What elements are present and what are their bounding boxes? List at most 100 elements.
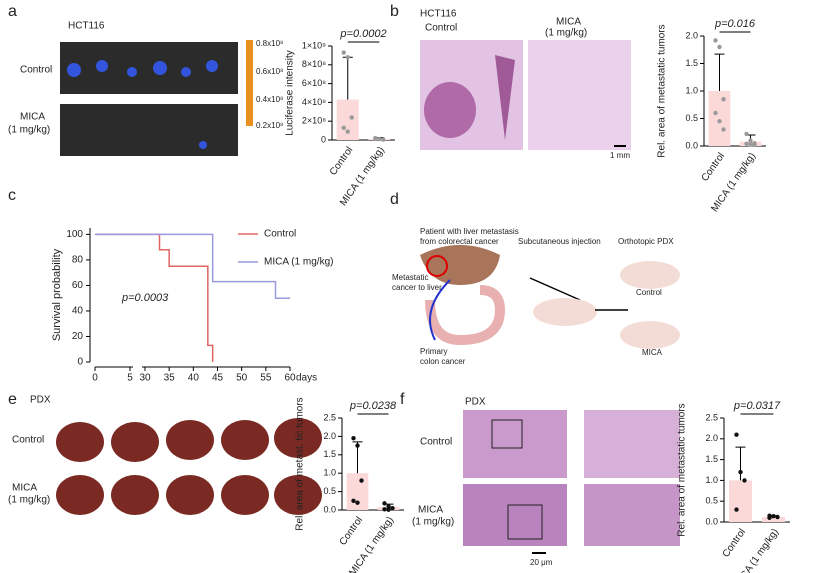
y-tick-label: 80 (72, 255, 84, 266)
error-bar (735, 446, 746, 481)
y-tick-label: 60 (72, 280, 84, 291)
survival-curve (95, 233, 290, 299)
row-label: (1 mg/kg) (8, 495, 50, 506)
scale-bar-label: 1 mm (610, 151, 630, 160)
data-point (386, 507, 391, 512)
y-tick-label: 0.0 (323, 504, 336, 514)
liver (420, 245, 500, 285)
arrow (429, 279, 451, 341)
data-point (341, 125, 346, 130)
data-point (748, 142, 753, 147)
p-value: p=0.0002 (339, 28, 386, 40)
y-tick-label: 4×10⁸ (302, 97, 326, 107)
x-tick-label: Control (700, 151, 728, 184)
data-point (349, 115, 354, 120)
y-tick-label: 1.5 (323, 449, 336, 459)
zoom-box (507, 504, 543, 540)
bar (728, 480, 753, 522)
panel-label: d (390, 191, 399, 208)
survival-curve (95, 233, 214, 362)
diagram-text: Subcutaneous injection (518, 237, 601, 246)
data-point (717, 44, 722, 50)
data-point (752, 142, 757, 148)
data-point (377, 136, 382, 142)
panel-label: e (8, 391, 17, 408)
y-tick-label: 2.5 (323, 412, 336, 422)
x-tick-label: Control (721, 527, 749, 560)
row-label: (1 mg/kg) (412, 517, 454, 528)
y-tick-label: 0.0 (685, 140, 698, 150)
x-unit: days (296, 373, 317, 384)
y-axis-label: Rel. area of metast. tic tumors (295, 397, 306, 530)
colorbar-label: 0.6x10⁸ (256, 67, 283, 76)
model-label: PDX (30, 395, 51, 406)
row-label: MICA (20, 112, 45, 123)
y-tick-label: 8×10⁸ (302, 59, 326, 69)
mouse (620, 321, 680, 349)
y-tick-label: 1.0 (685, 85, 698, 95)
panel-label: b (390, 3, 399, 20)
panel-label: a (8, 3, 17, 20)
image-label: Control (425, 23, 457, 34)
highlight (426, 255, 448, 277)
liver-photos (56, 418, 322, 515)
row-label: (1 mg/kg) (8, 125, 50, 136)
error-bar (714, 53, 725, 91)
y-axis-label: Rel. area of metastatic tumors (677, 403, 688, 536)
y-axis-label: Rel. area of metastatic tumors (657, 24, 668, 157)
y-axis-label: Luciferase intensity (285, 50, 296, 136)
bli-signals (67, 60, 218, 149)
data-point (382, 507, 387, 512)
colorbar-label: 0.8x10⁸ (256, 39, 283, 48)
data-point (381, 137, 386, 142)
p-value: p=0.0003 (121, 292, 169, 304)
colorbar-label: 0.4x10⁸ (256, 95, 283, 104)
y-tick-label: 1.0 (705, 475, 718, 485)
x-tick-label: 5 (127, 373, 133, 384)
bar (761, 517, 786, 522)
model-label: PDX (465, 397, 486, 408)
colorbar (246, 40, 253, 126)
p-value: p=0.016 (714, 18, 756, 30)
cell-line: HCT116 (68, 21, 105, 32)
y-tick-label: 1.5 (705, 454, 718, 464)
y-tick-label: 2×10⁸ (302, 116, 326, 126)
x-tick-label: 40 (188, 373, 200, 384)
data-point (721, 127, 726, 132)
y-tick-label: 40 (72, 306, 84, 317)
y-tick-label: 6×10⁸ (302, 78, 326, 88)
bar (336, 99, 359, 140)
diagram-text: Metastatic (392, 273, 428, 282)
image-label: (1 mg/kg) (545, 28, 587, 39)
diagram-text: Primary (420, 347, 448, 356)
histology-mica (463, 484, 567, 546)
histology-control-zoom (584, 410, 680, 478)
cell-line: HCT116 (420, 9, 457, 20)
image-label: MICA (556, 17, 581, 28)
y-tick-label: 2.0 (705, 433, 718, 443)
mouse (533, 298, 597, 326)
mouse (620, 261, 680, 289)
diagram-text: from colorectal cancer (420, 237, 499, 246)
data-point (721, 97, 726, 102)
data-point (345, 129, 350, 134)
x-tick-label: 45 (212, 373, 224, 384)
bli-image-mica (60, 104, 238, 156)
x-tick-label: Control (328, 145, 356, 178)
data-point (351, 498, 356, 503)
y-tick-label: 1×10⁹ (302, 40, 326, 50)
y-tick-label: 20 (72, 331, 84, 342)
data-point (345, 55, 350, 60)
p-value: p=0.0317 (733, 400, 781, 412)
y-tick-label: 2.0 (685, 30, 698, 40)
data-point (355, 443, 360, 448)
y-tick-label: 1.0 (323, 468, 336, 478)
data-point (734, 432, 739, 437)
arrow (529, 277, 581, 301)
data-point (738, 469, 743, 475)
y-tick-label: 100 (66, 229, 83, 240)
bar (708, 91, 731, 146)
data-point (390, 505, 395, 511)
y-tick-label: 2.0 (323, 431, 336, 441)
